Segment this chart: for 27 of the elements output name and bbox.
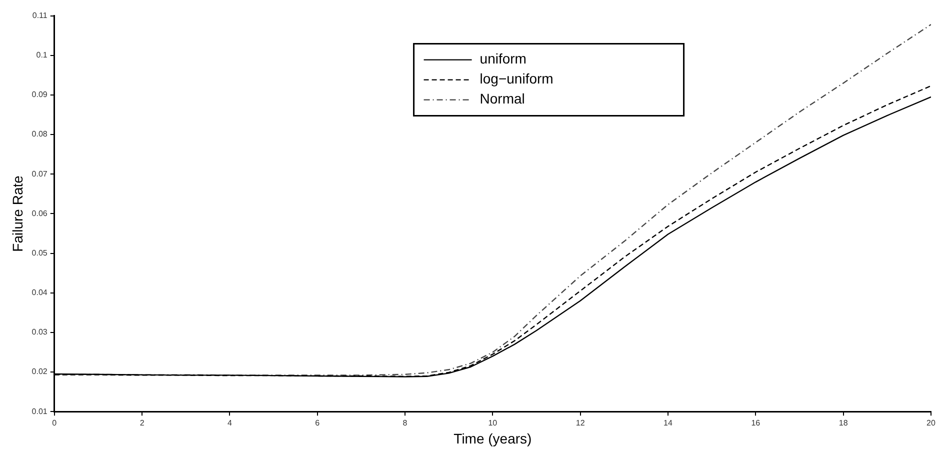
legend-label: uniform xyxy=(480,50,526,67)
y-tick-label: 0.01 xyxy=(32,406,48,416)
y-tick-label: 0.09 xyxy=(32,90,48,100)
x-tick-label: 10 xyxy=(488,418,498,428)
x-axis-title: Time (years) xyxy=(454,430,532,446)
x-tick-label: 18 xyxy=(838,418,848,428)
y-tick-label: 0.1 xyxy=(36,50,48,60)
y-tick-label: 0.03 xyxy=(32,328,48,337)
x-tick-label: 16 xyxy=(751,418,761,428)
x-tick-label: 14 xyxy=(664,418,674,428)
x-tick-label: 6 xyxy=(315,418,320,428)
y-tick-label: 0.02 xyxy=(32,367,48,376)
x-tick-label: 20 xyxy=(926,418,936,428)
legend-label: Normal xyxy=(480,90,525,107)
y-tick-label: 0.11 xyxy=(32,11,48,20)
y-tick-label: 0.06 xyxy=(32,208,48,218)
x-tick-label: 0 xyxy=(52,418,58,428)
y-tick-label: 0.07 xyxy=(32,169,48,178)
x-tick-label: 8 xyxy=(402,418,408,428)
y-tick-label: 0.08 xyxy=(32,130,48,139)
y-axis-title: Failure Rate xyxy=(9,175,26,252)
x-tick-label: 2 xyxy=(140,418,145,428)
y-tick-label: 0.05 xyxy=(32,248,48,258)
legend-label: log−uniform xyxy=(480,70,554,87)
x-tick-label: 4 xyxy=(227,418,232,428)
y-tick-label: 0.04 xyxy=(32,288,48,298)
x-tick-label: 12 xyxy=(576,418,586,428)
